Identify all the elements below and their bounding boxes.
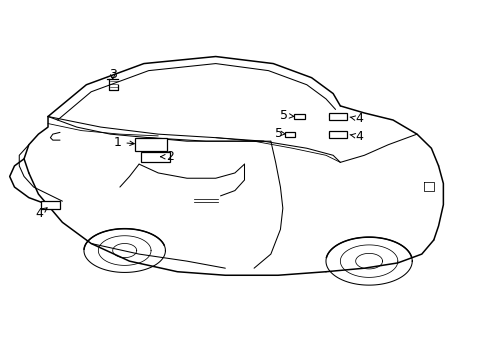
Text: 2: 2 (160, 150, 174, 163)
Bar (141, 152, 170, 162)
Text: 3: 3 (108, 68, 117, 81)
Bar (41, 201, 60, 208)
Bar (135, 138, 166, 152)
Text: 1: 1 (113, 136, 134, 149)
Bar (328, 113, 346, 120)
Text: 5: 5 (274, 127, 285, 140)
Text: 4: 4 (349, 112, 363, 126)
Text: 4: 4 (36, 207, 47, 220)
Bar (294, 114, 304, 119)
Text: 4: 4 (349, 130, 363, 143)
Bar (328, 131, 346, 138)
Text: 5: 5 (279, 109, 293, 122)
Bar (284, 132, 295, 136)
